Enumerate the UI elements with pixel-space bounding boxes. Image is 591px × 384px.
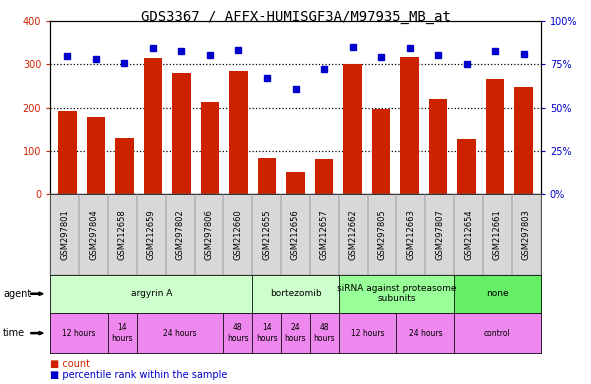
Bar: [87, 117, 105, 194]
Bar: [514, 87, 533, 194]
Bar: [144, 58, 162, 194]
Bar: [343, 64, 362, 194]
Text: GSM212660: GSM212660: [233, 209, 242, 260]
Bar: [429, 99, 447, 194]
Text: ■ count: ■ count: [50, 359, 90, 369]
Bar: [400, 56, 419, 194]
Text: time: time: [3, 328, 25, 338]
Text: GSM297802: GSM297802: [176, 209, 184, 260]
Text: bortezomib: bortezomib: [269, 289, 322, 298]
Bar: [315, 159, 333, 194]
Bar: [486, 79, 504, 194]
Text: 48
hours: 48 hours: [227, 323, 249, 343]
Text: GSM297806: GSM297806: [204, 209, 213, 260]
Bar: [172, 73, 191, 194]
Bar: [58, 111, 77, 194]
Text: control: control: [484, 329, 511, 338]
Text: 24
hours: 24 hours: [285, 323, 306, 343]
Bar: [229, 71, 248, 194]
Text: 14
hours: 14 hours: [112, 323, 133, 343]
Text: siRNA against proteasome
subunits: siRNA against proteasome subunits: [337, 284, 456, 303]
Bar: [201, 102, 219, 194]
Text: GSM297804: GSM297804: [89, 209, 98, 260]
Text: ■ percentile rank within the sample: ■ percentile rank within the sample: [50, 370, 228, 380]
Text: 12 hours: 12 hours: [351, 329, 384, 338]
Bar: [372, 109, 390, 194]
Text: GSM212655: GSM212655: [262, 209, 271, 260]
Text: GSM212658: GSM212658: [118, 209, 127, 260]
Text: GSM297805: GSM297805: [378, 209, 387, 260]
Text: 12 hours: 12 hours: [62, 329, 96, 338]
Text: 14
hours: 14 hours: [256, 323, 277, 343]
Text: agent: agent: [3, 289, 31, 299]
Text: 48
hours: 48 hours: [314, 323, 335, 343]
Text: argyrin A: argyrin A: [131, 289, 172, 298]
Bar: [286, 172, 305, 194]
Text: 24 hours: 24 hours: [408, 329, 442, 338]
Text: GSM212662: GSM212662: [349, 209, 358, 260]
Text: GSM212659: GSM212659: [147, 209, 155, 260]
Text: GSM297803: GSM297803: [522, 209, 531, 260]
Bar: [258, 159, 276, 194]
Text: GSM212657: GSM212657: [320, 209, 329, 260]
Text: GSM297807: GSM297807: [436, 209, 444, 260]
Text: GSM212661: GSM212661: [493, 209, 502, 260]
Bar: [115, 138, 134, 194]
Text: GSM297801: GSM297801: [60, 209, 69, 260]
Text: 24 hours: 24 hours: [163, 329, 197, 338]
Text: none: none: [486, 289, 509, 298]
Text: GSM212663: GSM212663: [407, 209, 415, 260]
Text: GSM212654: GSM212654: [464, 209, 473, 260]
Text: GDS3367 / AFFX-HUMISGF3A/M97935_MB_at: GDS3367 / AFFX-HUMISGF3A/M97935_MB_at: [141, 10, 450, 23]
Bar: [457, 139, 476, 194]
Text: GSM212656: GSM212656: [291, 209, 300, 260]
